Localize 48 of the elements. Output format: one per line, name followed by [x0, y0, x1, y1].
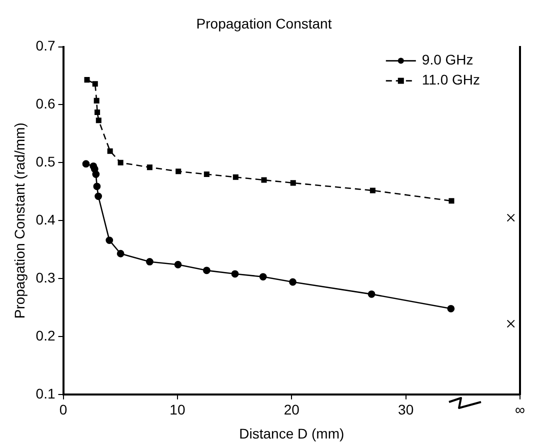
- x-tick-label: 0: [59, 402, 68, 418]
- point: [82, 160, 90, 168]
- point: [96, 118, 102, 124]
- point: [146, 164, 152, 170]
- point: [259, 273, 267, 280]
- point: [84, 77, 90, 83]
- point: [146, 258, 154, 266]
- point: [202, 266, 210, 274]
- x-axis-title: Distance D (mm): [239, 425, 344, 442]
- y-tick-label: 0.4: [36, 211, 56, 228]
- point: [204, 171, 210, 178]
- point: [94, 110, 100, 116]
- y-tick-label: 0.3: [36, 269, 56, 286]
- x-tick-label: ∞: [515, 402, 526, 418]
- point: [261, 177, 267, 183]
- point: [289, 278, 296, 286]
- y-tick-label: 0.1: [36, 385, 56, 402]
- point: [118, 160, 124, 166]
- point: [106, 236, 114, 244]
- y-tick-label: 0.5: [36, 154, 56, 170]
- point: [174, 260, 182, 268]
- x-tick-label: 10: [170, 402, 186, 418]
- point: [92, 170, 100, 178]
- point: [94, 98, 100, 104]
- point: [447, 304, 455, 312]
- point: [92, 81, 98, 87]
- point: [94, 192, 102, 200]
- y-tick-label: 0.2: [36, 327, 56, 344]
- point: [290, 180, 296, 186]
- point: [232, 174, 238, 180]
- point: [506, 214, 515, 222]
- point: [107, 148, 113, 154]
- point: [370, 188, 376, 194]
- x-tick-label: 30: [398, 402, 414, 418]
- legend-label: 9.0 GHz: [422, 52, 474, 68]
- y-axis-title: Propagation Constant (rad/mm): [11, 122, 28, 319]
- y-tick-label: 0.7: [36, 38, 56, 54]
- point: [231, 270, 239, 278]
- legend-label: 11.0 GHz: [422, 72, 480, 88]
- point: [448, 198, 454, 204]
- point: [116, 250, 124, 258]
- point: [506, 320, 515, 328]
- point: [176, 168, 182, 174]
- y-tick-label: 0.6: [36, 96, 56, 112]
- x-tick-label: 20: [284, 402, 300, 418]
- point: [368, 290, 376, 298]
- chart-title: Propagation Constant: [196, 15, 332, 32]
- point: [93, 182, 101, 190]
